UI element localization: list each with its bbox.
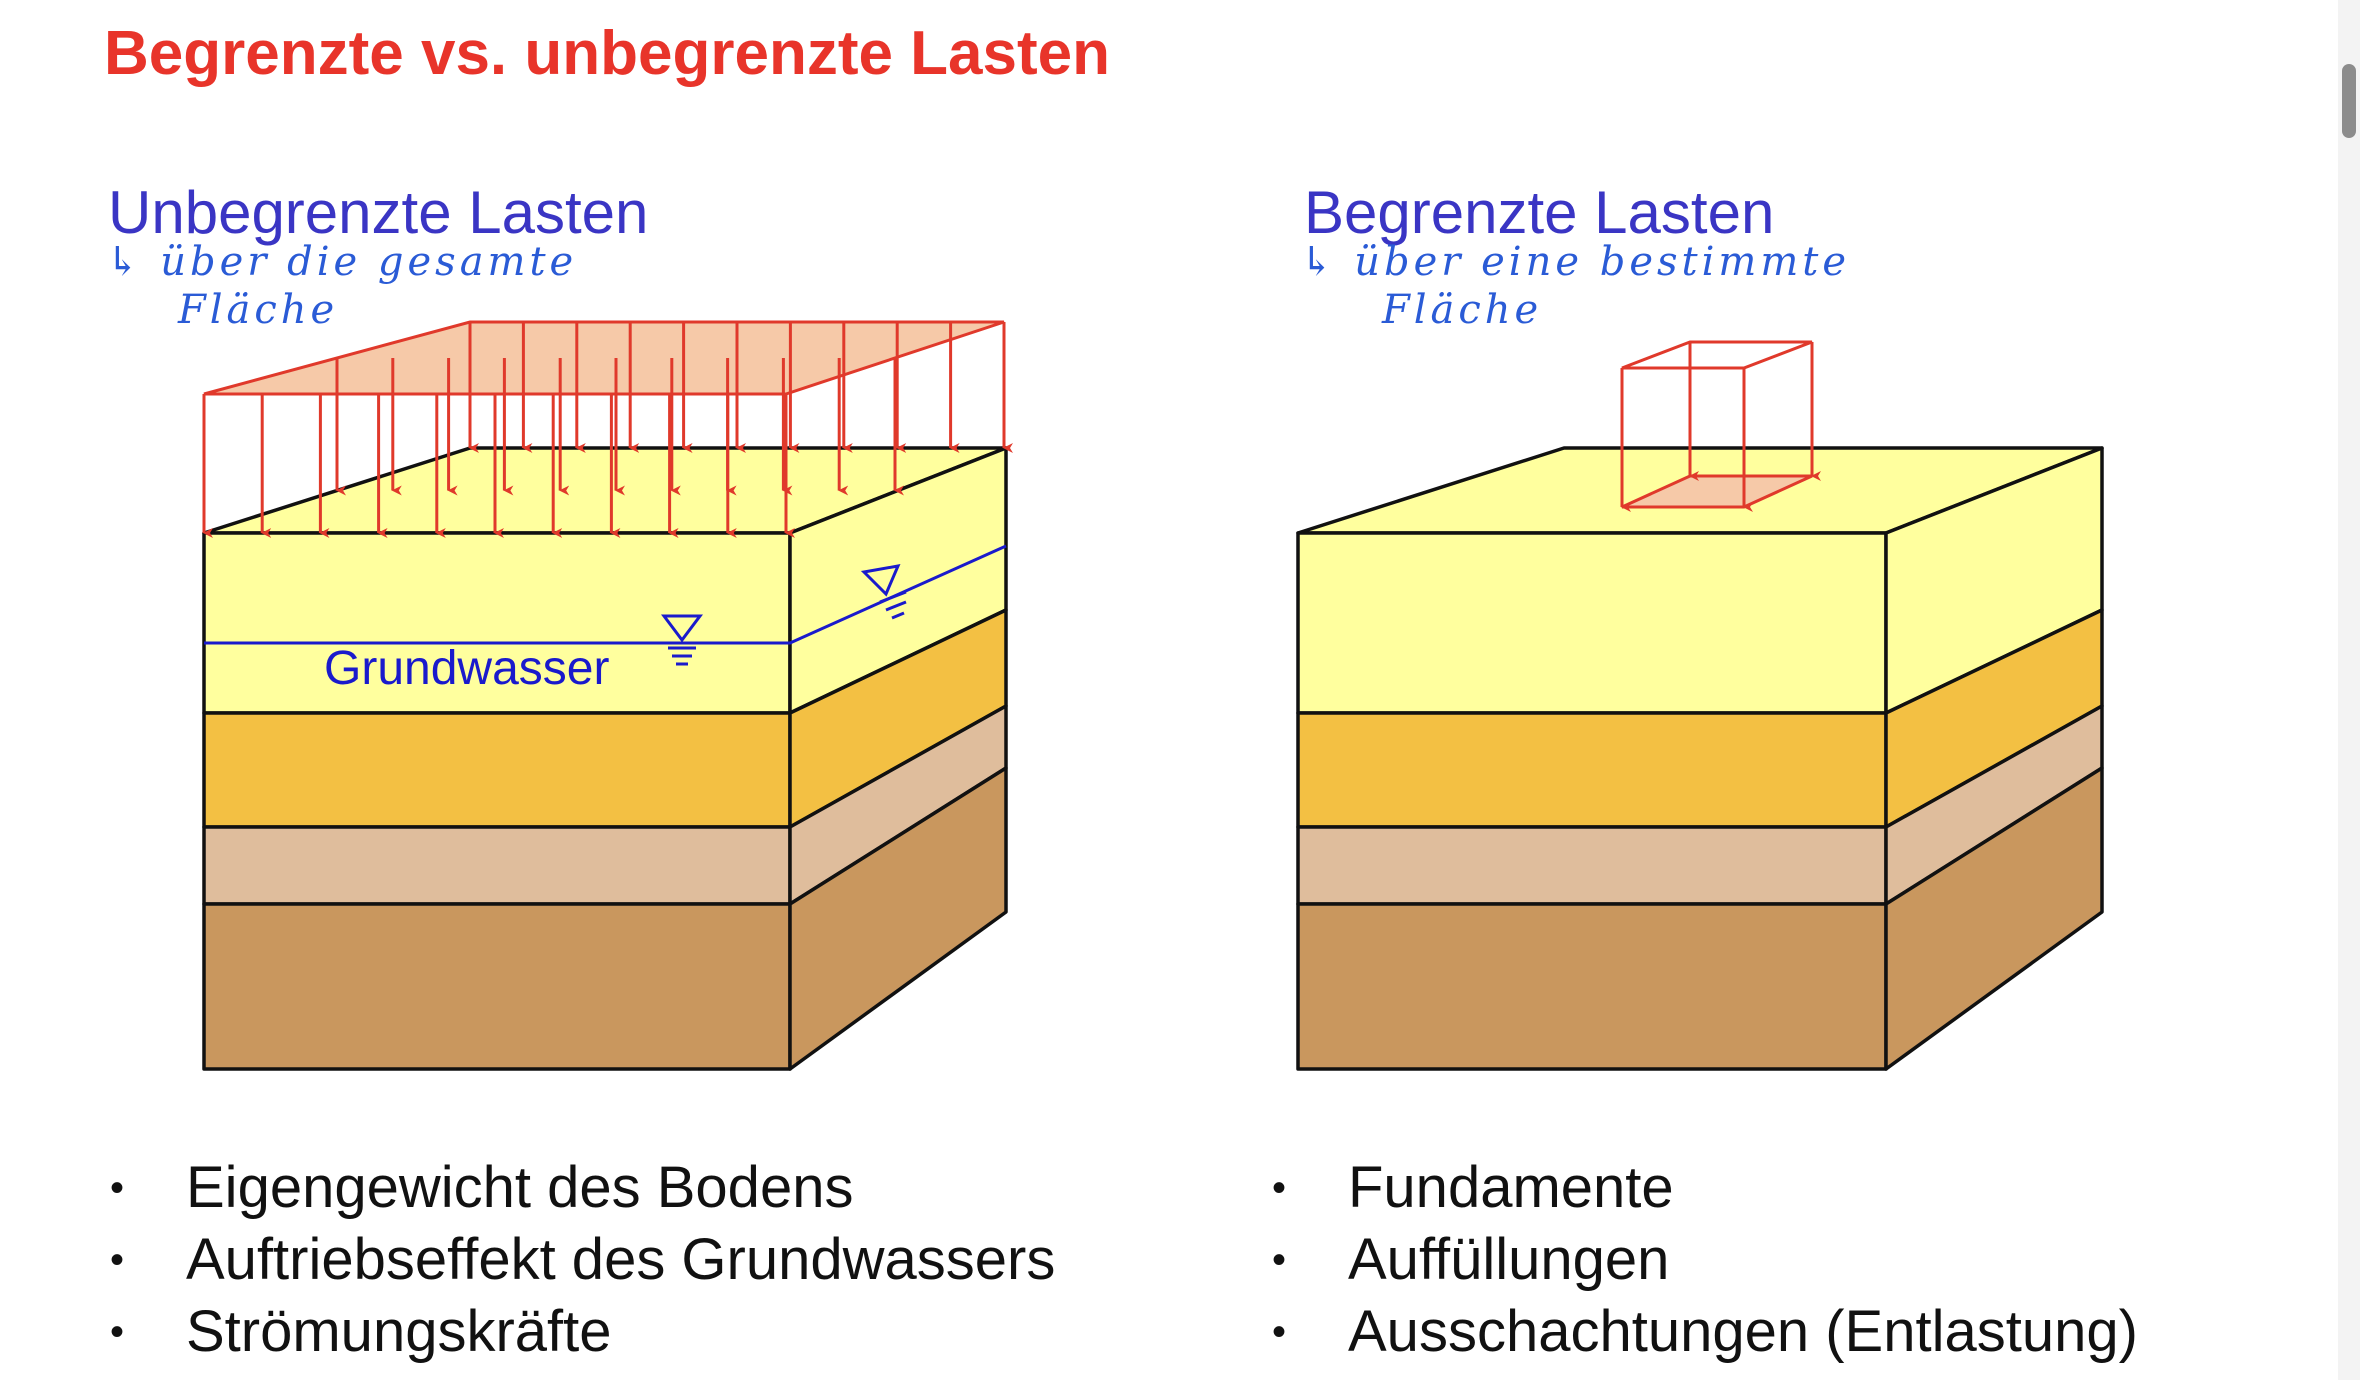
groundwater-label: Grundwasser (324, 642, 609, 695)
soil-layer-4-side (1884, 766, 2104, 1071)
soil-layer-1-front (1296, 531, 1888, 715)
soil-layer-3-front (1296, 825, 1888, 906)
handwritten-note-left: ↳ über die gesamte Fläche (106, 238, 577, 334)
limited-load-top (1621, 340, 1813, 370)
soil-layer-2-front (202, 711, 792, 829)
handwritten-note-right-line1: ↳ über eine bestimmte (1300, 239, 1850, 285)
soil-layer-2-front (1296, 711, 1888, 829)
heading-unbegrenzte-lasten: Unbegrenzte Lasten (108, 179, 649, 246)
bullet-text: Auftriebseffekt des Grundwassers (186, 1227, 1056, 1292)
water-level-mark (891, 611, 905, 620)
bullet-item: • Auffüllungen (1266, 1224, 2138, 1296)
page-title: Begrenzte vs. unbegrenzte Lasten (104, 19, 1111, 88)
water-level-symbol-side (860, 564, 901, 597)
handwritten-note-left-line2: Fläche (178, 287, 339, 333)
scrollbar-thumb[interactable] (2342, 64, 2356, 138)
water-level-mark (885, 600, 907, 612)
soil-layer-4-front (202, 902, 792, 1071)
bullet-text: Ausschachtungen (Entlastung) (1348, 1299, 2138, 1364)
bullet-dot: • (1272, 1166, 1287, 1210)
bullet-text: Auffüllungen (1348, 1227, 1670, 1292)
soil-layer-3-front (202, 825, 792, 906)
water-level-mark (879, 590, 907, 604)
groundwater-line (204, 544, 1007, 645)
bullet-dot: • (110, 1166, 125, 1210)
soil-layer-4-side (788, 766, 1008, 1071)
heading-begrenzte-lasten: Begrenzte Lasten (1304, 179, 1775, 246)
bullet-text: Fundamente (1348, 1155, 1674, 1220)
soil-layer-1-front (202, 531, 792, 715)
bullet-item: • Eigengewicht des Bodens (104, 1152, 1055, 1224)
handwritten-note-left-line1: ↳ über die gesamte (106, 239, 578, 285)
vertical-scrollbar[interactable] (2338, 0, 2360, 1380)
distributed-load-arrows (202, 322, 1013, 538)
limited-load-arrows (1620, 342, 1821, 512)
soil-layer-4-front (1296, 902, 1888, 1071)
bullet-dot: • (1272, 1310, 1287, 1354)
bullet-text: Eigengewicht des Bodens (186, 1155, 854, 1220)
bullet-list-left: • Eigengewicht des Bodens • Auftriebseffek… (104, 1152, 1055, 1368)
handwritten-note-right-line2: Fläche (1382, 287, 1543, 333)
distributed-load-plane (203, 320, 1005, 396)
bullet-text: Strömungskräfte (186, 1299, 612, 1364)
bullet-item: • Strömungskräfte (104, 1296, 1055, 1368)
bullet-dot: • (110, 1310, 125, 1354)
bullet-item: • Auftriebseffekt des Grundwassers (104, 1224, 1055, 1296)
groundwater-indicator: Grundwasser (204, 544, 1007, 695)
water-level-symbol-front (661, 614, 703, 643)
soil-block-right (1296, 446, 2104, 1071)
bullet-dot: • (1272, 1238, 1287, 1282)
handwritten-note-right: ↳ über eine bestimmte Fläche (1300, 238, 1850, 334)
bullet-list-right: • Fundamente • Auffüllungen • Ausschachtung… (1266, 1152, 2138, 1368)
bullet-item: • Fundamente (1266, 1152, 2138, 1224)
bullet-item: • Ausschachtungen (Entlastung) (1266, 1296, 2138, 1368)
soil-block-left (202, 446, 1008, 1071)
bullet-dot: • (110, 1238, 125, 1282)
